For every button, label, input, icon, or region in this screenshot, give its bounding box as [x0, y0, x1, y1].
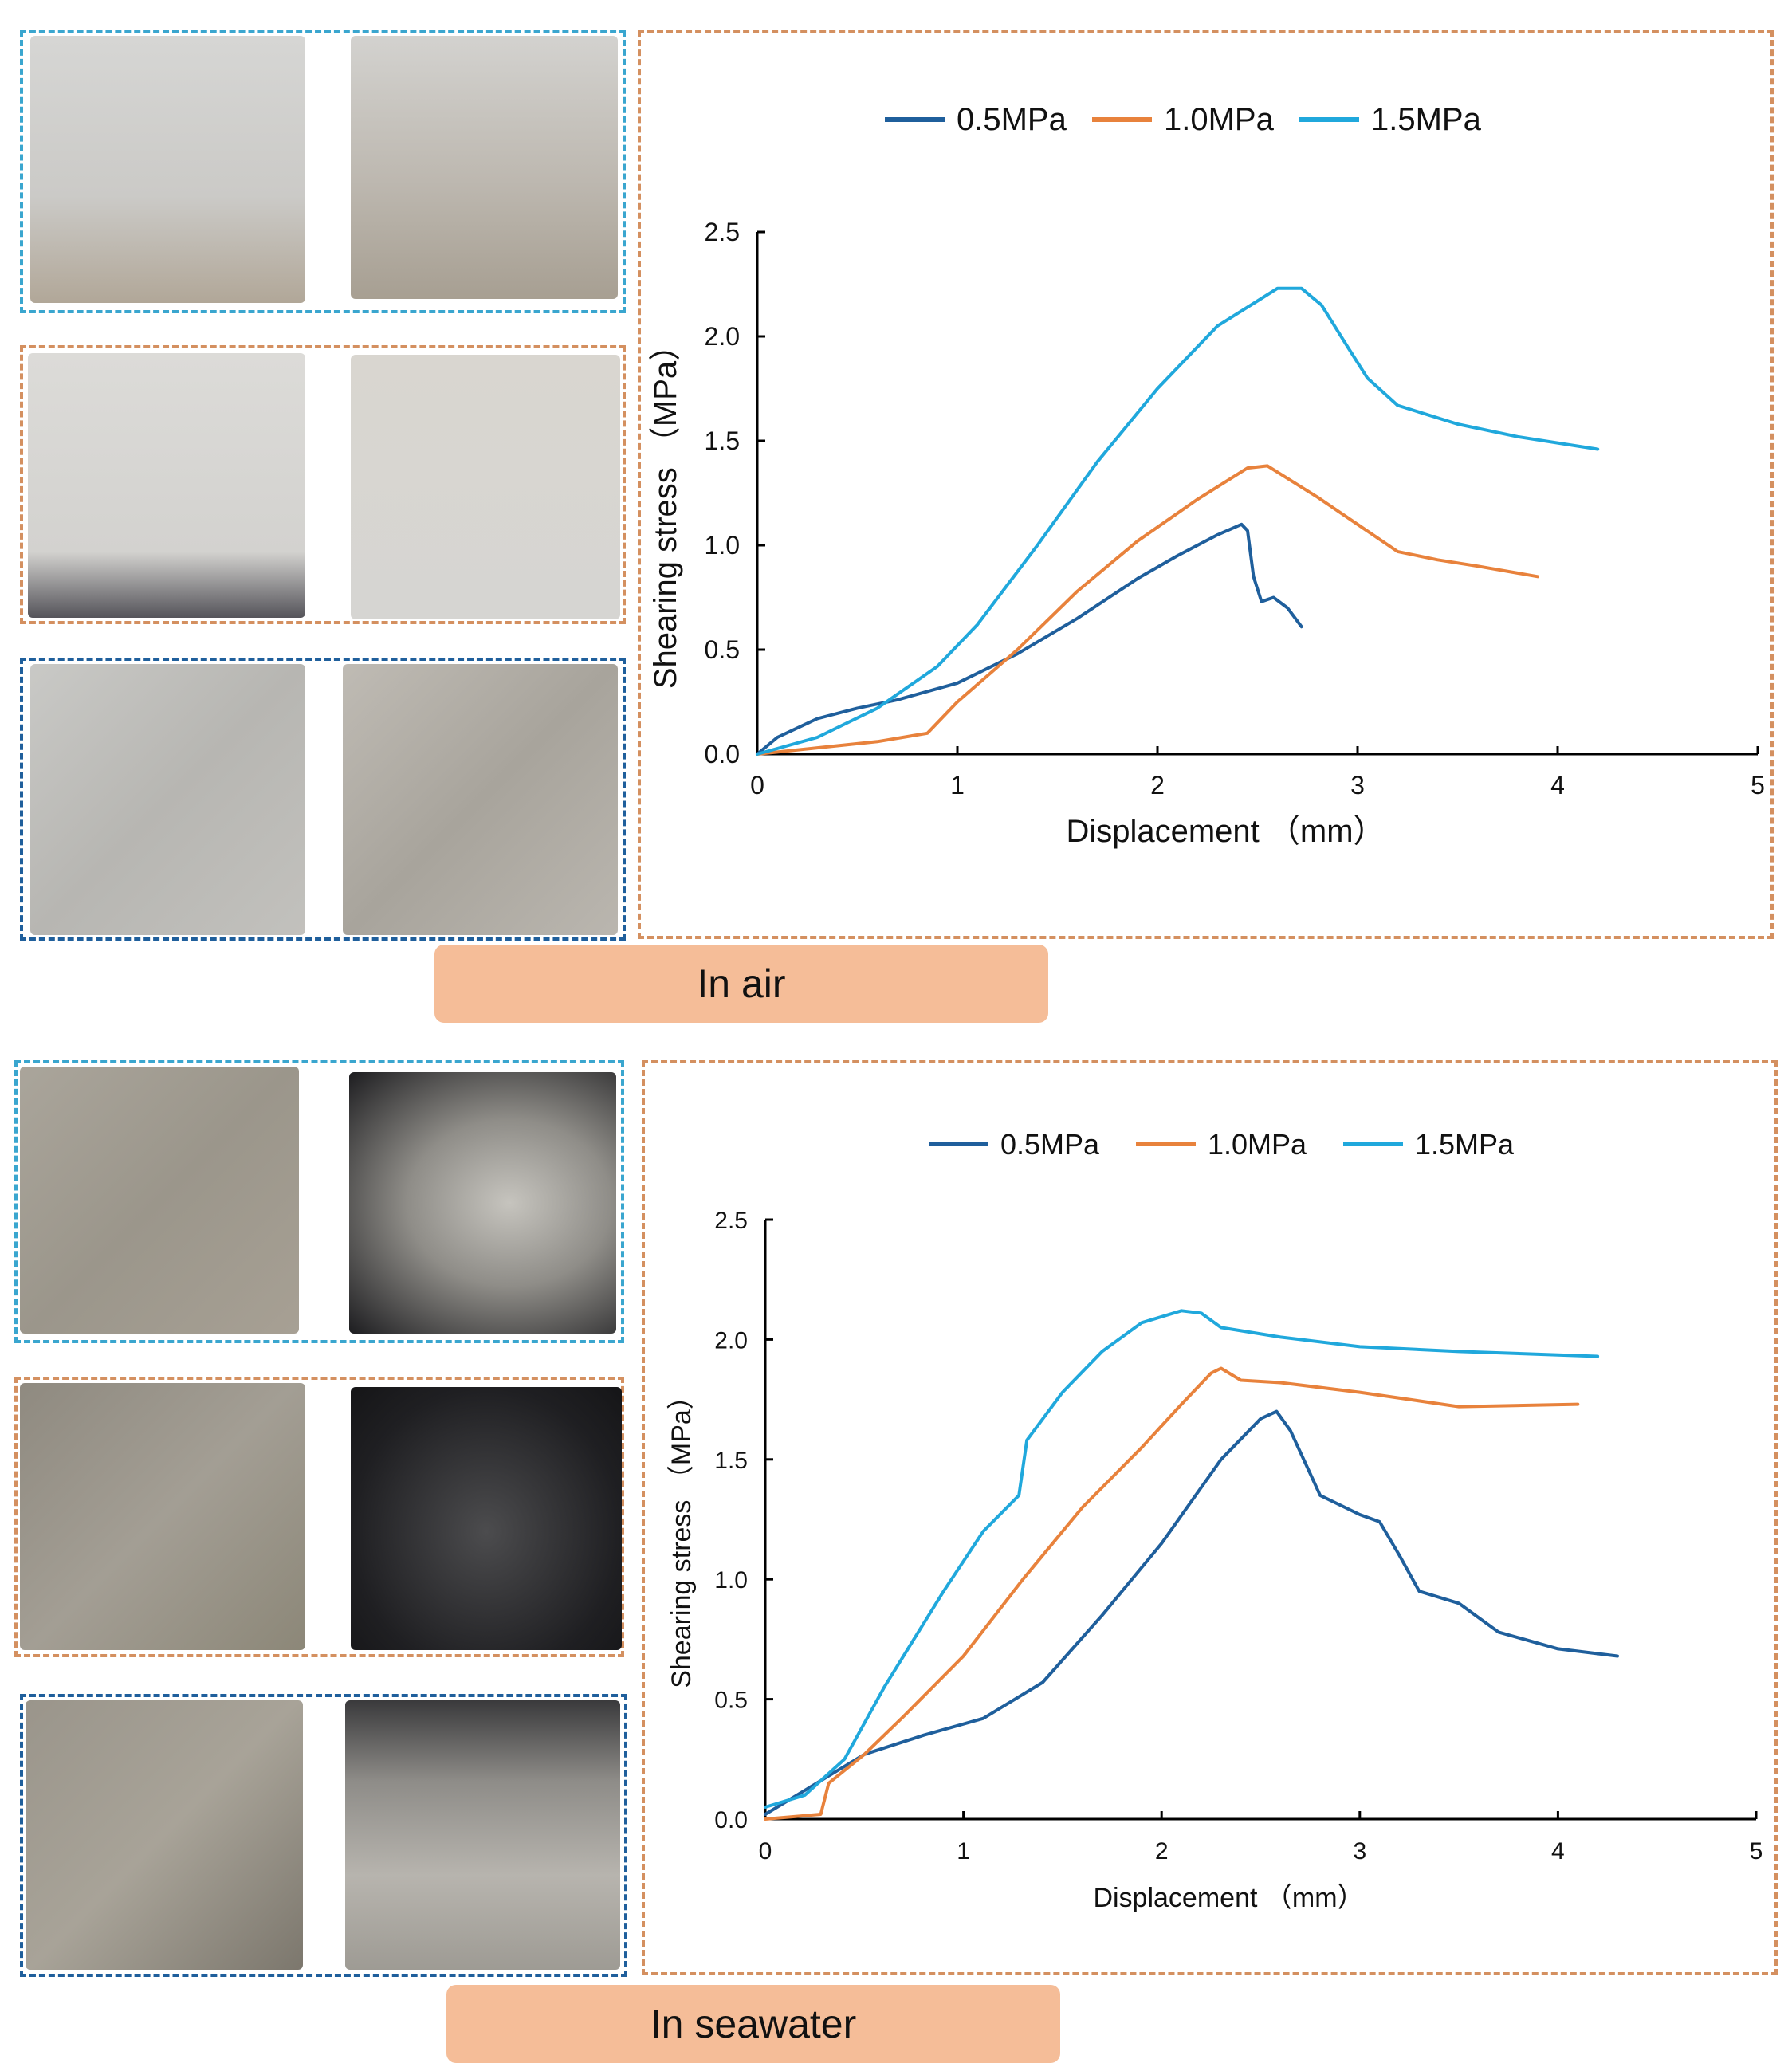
- y-tick-label: 1.5: [705, 426, 740, 455]
- legend-label-0.5MPa: 0.5MPa: [957, 102, 1067, 137]
- y-tick-label: 2.5: [705, 218, 740, 246]
- series-line-1.0MPa: [764, 1366, 1580, 1821]
- legend-label-1.0MPa: 1.0MPa: [1208, 1128, 1307, 1161]
- x-tick-label: 2: [1155, 1838, 1169, 1865]
- x-axis-label: Displacement （mm）: [1066, 814, 1385, 849]
- y-tick-label: 2.0: [714, 1327, 748, 1354]
- sea-specimen-2b: [351, 1387, 622, 1650]
- sea-specimen-2a: [20, 1383, 305, 1650]
- y-tick-label: 1.0: [705, 531, 740, 560]
- air-specimen-2b: [351, 355, 620, 619]
- y-axis-label: Shearing stress （MPa）: [666, 1382, 697, 1688]
- legend-label-1.0MPa: 1.0MPa: [1164, 102, 1275, 137]
- air-shear-chart: 0 1 2 3 4 5 0.0 0.5 1.0 1.5 2.0 2.5 Displacement （mm…: [648, 102, 1765, 849]
- sea-specimen-3b: [345, 1700, 620, 1970]
- y-tick-label: 0.5: [705, 635, 740, 664]
- y-tick-label: 0.5: [714, 1688, 748, 1714]
- legend-label-1.5MPa: 1.5MPa: [1371, 102, 1482, 137]
- x-tick-label: 1: [950, 771, 965, 800]
- x-tick-label: 0: [750, 771, 764, 800]
- air-specimen-1a: [30, 36, 305, 303]
- series-line-1.5MPa: [756, 286, 1600, 756]
- air-photo-row-3: [20, 658, 626, 941]
- air-specimen-1b: [351, 36, 618, 299]
- air-photo-row-1: [20, 30, 626, 313]
- air-condition-banner: In air: [434, 945, 1048, 1023]
- air-condition-label: In air: [697, 961, 786, 1006]
- seawater-chart-frame: [642, 1060, 1778, 1975]
- x-tick-label: 4: [1550, 771, 1565, 800]
- y-tick-label: 1.0: [714, 1567, 748, 1593]
- seawater-shear-chart: 0 1 2 3 4 5 0.0 0.5 1.0 1.5 2.0 2.5 Displacement （mm…: [666, 1128, 1763, 1913]
- x-tick-label: 5: [1751, 771, 1765, 800]
- x-tick-label: 5: [1750, 1838, 1763, 1865]
- x-axis-label: Displacement （mm）: [1093, 1883, 1364, 1913]
- air-specimen-3a: [30, 664, 305, 935]
- sea-photo-row-2: [14, 1377, 624, 1657]
- sea-specimen-1a: [20, 1067, 299, 1334]
- air-photo-row-2: [20, 345, 626, 624]
- y-tick-label: 2.0: [705, 322, 740, 351]
- series-line-1.5MPa: [764, 1309, 1600, 1809]
- x-tick-label: 2: [1150, 771, 1165, 800]
- x-tick-label: 3: [1353, 1838, 1366, 1865]
- x-tick-label: 0: [759, 1838, 772, 1865]
- series-line-0.5MPa: [756, 522, 1303, 756]
- legend-label-1.5MPa: 1.5MPa: [1415, 1128, 1515, 1161]
- y-tick-label: 1.5: [714, 1448, 748, 1474]
- y-axis-label: Shearing stress （MPa）: [648, 329, 683, 689]
- sea-photo-row-3: [20, 1694, 627, 1977]
- sea-photo-row-1: [14, 1060, 624, 1343]
- air-specimen-2a: [28, 353, 305, 618]
- air-specimen-3b: [343, 664, 618, 935]
- sea-specimen-1b: [349, 1072, 616, 1334]
- series-line-0.5MPa: [764, 1409, 1619, 1816]
- seawater-condition-label: In seawater: [650, 2002, 857, 2046]
- y-tick-label: 2.5: [714, 1208, 748, 1234]
- x-tick-label: 4: [1551, 1838, 1565, 1865]
- air-chart-frame: [638, 30, 1774, 939]
- sea-specimen-3a: [26, 1700, 303, 1970]
- series-line-1.0MPa: [756, 464, 1539, 756]
- seawater-condition-banner: In seawater: [446, 1985, 1060, 2063]
- x-tick-label: 3: [1350, 771, 1365, 800]
- x-tick-label: 1: [957, 1838, 970, 1865]
- y-tick-label: 0.0: [705, 740, 740, 768]
- legend-label-0.5MPa: 0.5MPa: [1000, 1128, 1100, 1161]
- y-tick-label: 0.0: [714, 1807, 748, 1833]
